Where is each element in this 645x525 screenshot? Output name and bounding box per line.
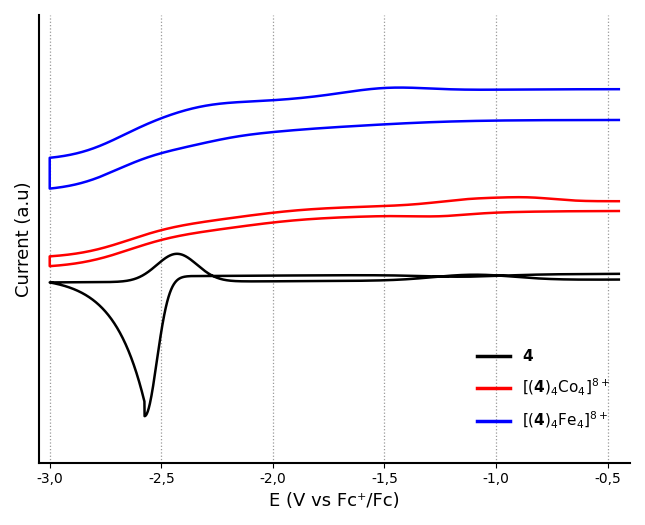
- Legend: $\mathbf{4}$, $[(\mathbf{4})_4\mathrm{Co}_4]^{8+}$, $[(\mathbf{4})_4\mathrm{Fe}_: $\mathbf{4}$, $[(\mathbf{4})_4\mathrm{Co…: [470, 342, 617, 437]
- X-axis label: E (V vs Fc⁺/Fc): E (V vs Fc⁺/Fc): [269, 492, 400, 510]
- Y-axis label: Current (a.u): Current (a.u): [15, 181, 33, 297]
